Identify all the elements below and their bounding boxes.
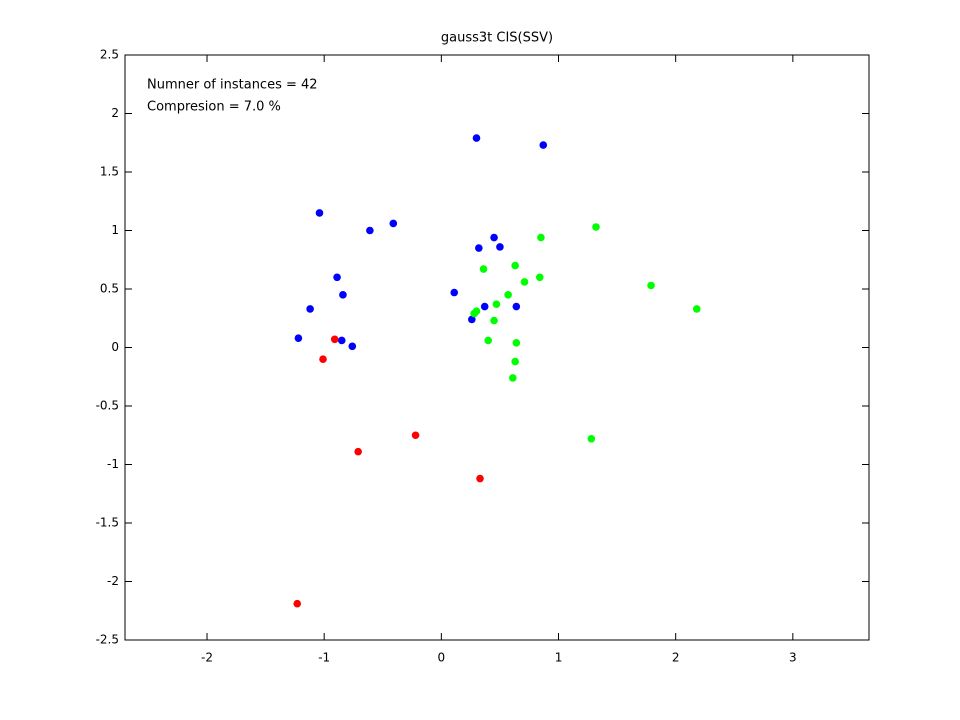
y-tick-label: -0.5 bbox=[96, 399, 119, 413]
point bbox=[511, 261, 519, 270]
point bbox=[480, 302, 489, 311]
point bbox=[348, 342, 357, 351]
point bbox=[511, 357, 519, 366]
point bbox=[520, 278, 529, 286]
y-tick-label: -1.5 bbox=[96, 516, 119, 530]
point bbox=[504, 291, 512, 299]
point bbox=[539, 141, 548, 149]
point bbox=[339, 291, 347, 299]
x-tick-label: -2 bbox=[201, 651, 213, 665]
y-tick-label: 1 bbox=[111, 223, 119, 237]
point bbox=[647, 281, 655, 290]
point bbox=[389, 219, 398, 228]
point bbox=[294, 334, 303, 342]
point bbox=[479, 265, 488, 273]
y-tick-label: -1 bbox=[107, 457, 119, 471]
point bbox=[587, 434, 596, 443]
x-tick-label: 3 bbox=[789, 651, 797, 665]
point bbox=[354, 447, 362, 456]
point bbox=[537, 233, 545, 242]
point bbox=[472, 134, 481, 142]
point bbox=[476, 474, 484, 483]
x-tick-label: 0 bbox=[438, 651, 446, 665]
point bbox=[333, 273, 341, 282]
point bbox=[470, 309, 478, 318]
point bbox=[306, 305, 314, 313]
point bbox=[492, 300, 501, 309]
point bbox=[337, 336, 346, 345]
point bbox=[484, 336, 493, 345]
chart-title: gauss3t CIS(SSV) bbox=[441, 31, 553, 46]
point bbox=[490, 233, 498, 242]
point bbox=[366, 226, 374, 235]
plot-area bbox=[124, 54, 870, 641]
y-tick-label: 1.5 bbox=[100, 165, 119, 179]
point bbox=[468, 315, 476, 324]
point bbox=[293, 599, 302, 608]
point bbox=[330, 335, 339, 344]
point bbox=[475, 244, 483, 252]
point bbox=[496, 243, 504, 251]
point bbox=[411, 431, 420, 440]
x-tick-label: 1 bbox=[555, 651, 563, 665]
point bbox=[450, 288, 459, 297]
x-tick-label: -1 bbox=[318, 651, 330, 665]
point bbox=[692, 305, 701, 313]
annotation: Compresion = 7.0 % bbox=[147, 100, 281, 115]
y-tick-label: -2 bbox=[107, 574, 119, 588]
y-tick-label: 0 bbox=[111, 340, 119, 354]
y-tick-label: 0.5 bbox=[100, 282, 119, 296]
y-tick-label: 2.5 bbox=[100, 48, 119, 62]
y-tick-label: -2.5 bbox=[96, 633, 119, 647]
point bbox=[592, 223, 600, 231]
x-tick-label: 2 bbox=[672, 651, 680, 665]
point bbox=[490, 316, 498, 325]
point bbox=[512, 339, 521, 347]
point bbox=[319, 355, 327, 364]
y-tick-label: 2 bbox=[111, 106, 119, 120]
point bbox=[509, 374, 517, 382]
point bbox=[512, 302, 521, 311]
point bbox=[315, 209, 324, 217]
annotation: Numner of instances = 42 bbox=[147, 78, 318, 93]
point bbox=[535, 273, 544, 282]
